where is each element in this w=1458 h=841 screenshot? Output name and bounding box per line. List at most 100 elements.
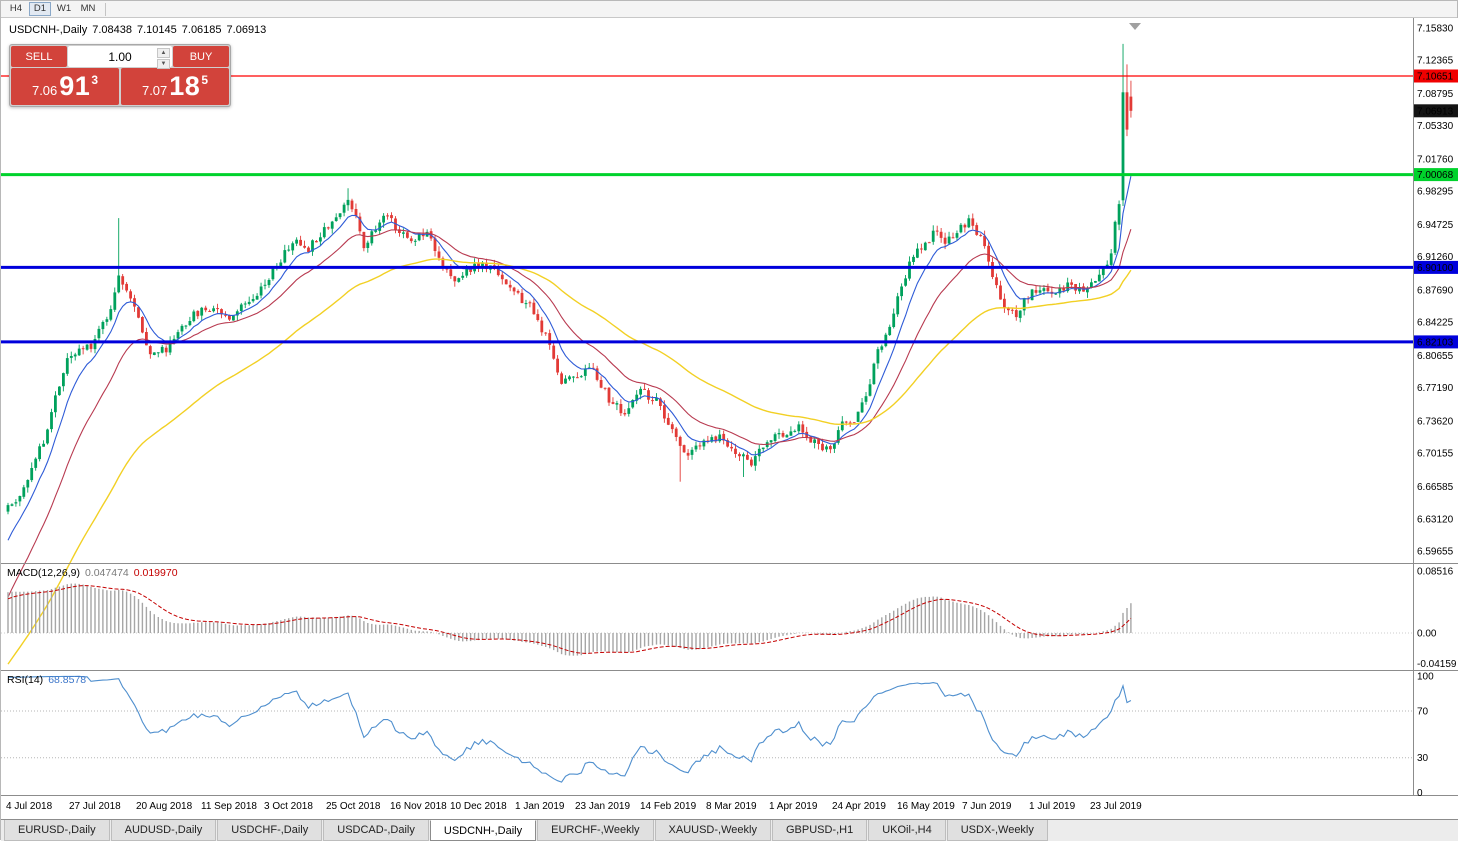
symbol-tab-usdcnh-daily[interactable]: USDCNH-,Daily bbox=[430, 820, 536, 841]
macd-axis-label: 0.08516 bbox=[1417, 567, 1454, 578]
buy-button[interactable]: BUY bbox=[173, 46, 229, 67]
symbol-tab-audusd-daily[interactable]: AUDUSD-,Daily bbox=[111, 820, 217, 841]
symbol-tab-ukoil-h4[interactable]: UKOil-,H4 bbox=[868, 820, 946, 841]
date-axis-label: 1 Jan 2019 bbox=[515, 801, 565, 812]
macd-indicator-header: MACD(12,26,9) 0.047474 0.019970 bbox=[7, 567, 178, 579]
ma-lines bbox=[8, 176, 1131, 664]
price-axis-label: 6.63120 bbox=[1417, 514, 1454, 525]
sell-price-prefix: 7.06 bbox=[32, 83, 57, 98]
toolbar-divider bbox=[105, 3, 106, 16]
one-click-trading-panel: SELL 1.00 ▲ ▼ BUY 7.06 91 3 7.07 bbox=[9, 44, 231, 107]
date-axis-label: 8 Mar 2019 bbox=[706, 801, 757, 812]
volume-value: 1.00 bbox=[108, 50, 131, 64]
volume-spinner: ▲ ▼ bbox=[157, 48, 170, 69]
price-badge-label: 6.90100 bbox=[1417, 263, 1454, 274]
symbol-tab-gbpusd-h1[interactable]: GBPUSD-,H1 bbox=[772, 820, 867, 841]
sell-price-main: 91 bbox=[59, 71, 90, 102]
macd-value-signal: 0.019970 bbox=[134, 567, 178, 579]
price-axis-label: 6.70155 bbox=[1417, 449, 1454, 460]
timeframe-h4-button[interactable]: H4 bbox=[5, 2, 27, 16]
macd-histogram bbox=[7, 584, 1131, 656]
symbol-tab-usdchf-daily[interactable]: USDCHF-,Daily bbox=[217, 820, 322, 841]
volume-decrease-button[interactable]: ▼ bbox=[157, 59, 170, 69]
chart-symbol-label: USDCNH-,Daily bbox=[9, 24, 87, 36]
rsi-axis-label: 70 bbox=[1417, 707, 1429, 718]
price-axis-label: 7.05330 bbox=[1417, 121, 1454, 132]
price-axis-label: 7.15830 bbox=[1417, 23, 1454, 34]
price-badge-label: 7.00068 bbox=[1417, 170, 1454, 181]
symbol-tab-usdcad-daily[interactable]: USDCAD-,Daily bbox=[323, 820, 429, 841]
timeframe-d1-button[interactable]: D1 bbox=[29, 2, 51, 16]
price-badge-label: 7.10651 bbox=[1417, 72, 1454, 83]
price-axis-label: 7.12365 bbox=[1417, 56, 1454, 67]
macd-axis-label: 0.00 bbox=[1417, 629, 1437, 640]
price-axis-label: 6.73620 bbox=[1417, 417, 1454, 428]
buy-price-main: 18 bbox=[169, 71, 200, 102]
sell-price-display[interactable]: 7.06 91 3 bbox=[11, 68, 119, 105]
ohlc-low: 7.06185 bbox=[182, 24, 222, 36]
chart-shift-marker[interactable] bbox=[1129, 23, 1141, 30]
date-axis-label: 23 Jan 2019 bbox=[575, 801, 630, 812]
sell-button[interactable]: SELL bbox=[11, 46, 67, 67]
date-axis-label: 20 Aug 2018 bbox=[136, 801, 193, 812]
price-badge-label: 7.06913 bbox=[1417, 106, 1454, 117]
price-axis-label: 6.84225 bbox=[1417, 318, 1454, 329]
symbol-tab-usdx-weekly[interactable]: USDX-,Weekly bbox=[947, 820, 1048, 841]
date-axis-label: 14 Feb 2019 bbox=[640, 801, 697, 812]
timeframe-w1-button[interactable]: W1 bbox=[53, 2, 75, 16]
date-axis-label: 11 Sep 2018 bbox=[201, 801, 257, 812]
ohlc-high: 7.10145 bbox=[137, 24, 177, 36]
price-axis-label: 6.98295 bbox=[1417, 187, 1454, 198]
macd-value-main: 0.047474 bbox=[85, 567, 129, 579]
rsi-indicator-header: RSI(14)68.8578 bbox=[7, 674, 86, 686]
macd-axis-label: -0.04159 bbox=[1417, 659, 1457, 670]
macd-title: MACD(12,26,9) bbox=[7, 567, 80, 579]
date-axis-label: 27 Jul 2018 bbox=[69, 801, 121, 812]
symbol-tab-xauusd-weekly[interactable]: XAUUSD-,Weekly bbox=[655, 820, 771, 841]
price-axis-label: 7.01760 bbox=[1417, 154, 1454, 165]
sell-price-pip: 3 bbox=[91, 73, 98, 87]
timeframe-toolbar: H4 D1 W1 MN bbox=[1, 1, 1457, 18]
rsi-axis-label: 30 bbox=[1417, 753, 1429, 764]
chart-ohlc-header: USDCNH-,Daily 7.08438 7.10145 7.06185 7.0691… bbox=[9, 24, 271, 36]
ohlc-close: 7.06913 bbox=[227, 24, 267, 36]
chart-canvas[interactable]: 7.158307.123657.087957.053307.017606.982… bbox=[1, 18, 1458, 819]
date-axis-label: 10 Dec 2018 bbox=[450, 801, 507, 812]
symbol-tab-eurchf-weekly[interactable]: EURCHF-,Weekly bbox=[537, 820, 653, 841]
rsi-title: RSI(14) bbox=[7, 674, 43, 686]
date-axis-label: 24 Apr 2019 bbox=[832, 801, 886, 812]
price-badge-label: 6.82103 bbox=[1417, 337, 1454, 348]
date-axis-label: 16 May 2019 bbox=[897, 801, 955, 812]
date-axis-label: 3 Oct 2018 bbox=[264, 801, 313, 812]
price-axis-label: 6.80655 bbox=[1417, 351, 1454, 362]
volume-input[interactable]: 1.00 ▲ ▼ bbox=[68, 46, 172, 67]
symbol-tab-eurusd-daily[interactable]: EURUSD-,Daily bbox=[4, 820, 110, 841]
ohlc-open: 7.08438 bbox=[92, 24, 132, 36]
date-axis-label: 7 Jun 2019 bbox=[962, 801, 1012, 812]
price-axis-label: 6.77190 bbox=[1417, 383, 1454, 394]
price-axis-label: 6.87690 bbox=[1417, 285, 1454, 296]
rsi-axis-label: 100 bbox=[1417, 672, 1434, 683]
price-axis[interactable]: 7.158307.123657.087957.053307.017606.982… bbox=[1414, 23, 1458, 799]
date-axis-label: 1 Apr 2019 bbox=[769, 801, 818, 812]
price-axis-label: 6.66585 bbox=[1417, 482, 1454, 493]
rsi-axis-label: 0 bbox=[1417, 788, 1423, 799]
date-axis-label: 4 Jul 2018 bbox=[6, 801, 53, 812]
price-axis-label: 6.94725 bbox=[1417, 220, 1454, 231]
ma-line-21 bbox=[8, 229, 1131, 597]
timeframe-mn-button[interactable]: MN bbox=[77, 2, 99, 16]
date-axis-label: 23 Jul 2019 bbox=[1090, 801, 1142, 812]
ma-line-55 bbox=[8, 259, 1131, 664]
buy-price-display[interactable]: 7.07 18 5 bbox=[121, 68, 229, 105]
buy-price-pip: 5 bbox=[201, 73, 208, 87]
price-axis-label: 6.59655 bbox=[1417, 547, 1454, 558]
buy-price-prefix: 7.07 bbox=[142, 83, 167, 98]
date-axis-label: 16 Nov 2018 bbox=[390, 801, 447, 812]
volume-increase-button[interactable]: ▲ bbox=[157, 48, 170, 58]
date-axis-label: 25 Oct 2018 bbox=[326, 801, 381, 812]
date-axis[interactable]: 4 Jul 2018 27 Jul 2018 20 Aug 2018 11 Sep 2… bbox=[6, 801, 1142, 812]
date-axis-label: 1 Jul 2019 bbox=[1029, 801, 1076, 812]
